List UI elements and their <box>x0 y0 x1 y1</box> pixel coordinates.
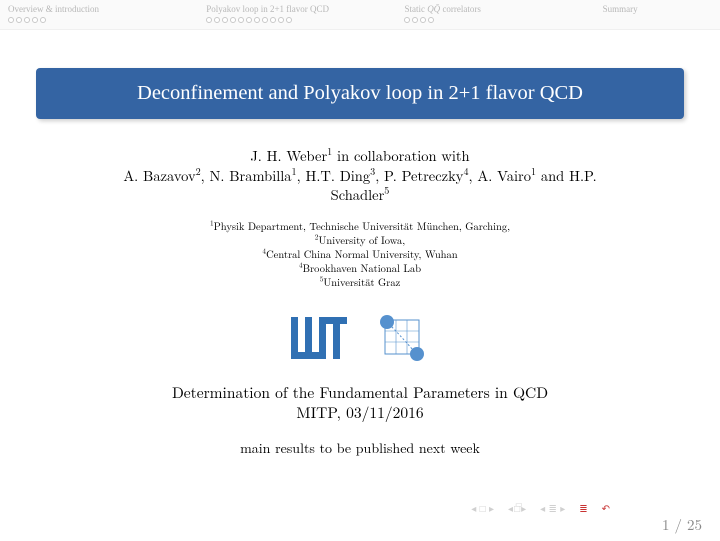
presentation-title: Deconfinement and Polyakov loop in 2+1 f… <box>36 68 684 119</box>
authors-block: J. H. Weber1 in collaboration with A. Ba… <box>0 147 720 206</box>
nav-dot[interactable] <box>40 17 46 23</box>
nav-dot[interactable] <box>262 17 268 23</box>
author-line: A. Bazavov2, N. Brambilla1, H.T. Ding3, … <box>30 167 690 187</box>
nav-dot[interactable] <box>428 17 434 23</box>
page-counter: 1 / 25 <box>662 514 702 535</box>
page-sep: / <box>669 514 687 535</box>
nav-title: Summary <box>603 4 712 14</box>
nav-dot[interactable] <box>206 17 212 23</box>
publication-note: main results to be published next week <box>0 438 720 458</box>
affiliations-block: 1Physik Department, Technische Universit… <box>0 220 720 291</box>
tum-logo-icon <box>291 317 347 359</box>
page-total: 25 <box>687 514 702 535</box>
author-name: Schadler <box>331 185 385 205</box>
nav-dot[interactable] <box>420 17 426 23</box>
nav-slide-icon[interactable]: ◂ □ ▸ <box>471 501 494 515</box>
nav-dot[interactable] <box>16 17 22 23</box>
author-line: Schadler5 <box>30 186 690 206</box>
venue-date: MITP, 03/11/2016 <box>0 403 720 424</box>
nav-dot[interactable] <box>270 17 276 23</box>
author-line: J. H. Weber1 in collaboration with <box>30 147 690 167</box>
nav-dot[interactable] <box>404 17 410 23</box>
nav-dot[interactable] <box>278 17 284 23</box>
nav-section-icon[interactable]: ≣ <box>579 501 587 515</box>
author-name: , N. Brambilla <box>201 166 292 186</box>
nav-dot[interactable] <box>8 17 14 23</box>
nav-dot[interactable] <box>246 17 252 23</box>
nav-dot[interactable] <box>412 17 418 23</box>
affil-line: 2University of Iowa, <box>0 234 720 248</box>
nav-back-icon[interactable]: ↶ <box>602 501 610 515</box>
affil-text: Central China Normal University, Wuhan <box>266 247 458 262</box>
affil-text: Universität Graz <box>323 275 400 290</box>
nav-title: Polyakov loop in 2+1 flavor QCD <box>206 4 388 14</box>
nav-section-overview[interactable]: Overview & introduction <box>0 0 198 29</box>
nav-dot[interactable] <box>222 17 228 23</box>
nav-dot[interactable] <box>254 17 260 23</box>
venue-title: Determination of the Fundamental Paramet… <box>0 383 720 404</box>
nav-progress-dots <box>206 17 388 23</box>
nav-section-correlators[interactable]: Static QQ̄ correlators <box>396 0 594 29</box>
lattice-logo-icon <box>373 314 429 362</box>
nav-dot[interactable] <box>214 17 220 23</box>
nav-dot[interactable] <box>24 17 30 23</box>
nav-dot[interactable] <box>238 17 244 23</box>
title-box-wrap: Deconfinement and Polyakov loop in 2+1 f… <box>36 68 684 119</box>
nav-progress-dots <box>8 17 190 23</box>
section-navbar: Overview & introduction Polyakov loop in… <box>0 0 720 30</box>
nav-title: Static QQ̄ correlators <box>404 4 586 14</box>
affil-line: 5Universität Graz <box>0 276 720 290</box>
nav-dot[interactable] <box>286 17 292 23</box>
author-name: J. H. Weber <box>250 146 327 166</box>
nav-dot[interactable] <box>32 17 38 23</box>
nav-subsection-icon[interactable]: ◂ ≣ ▸ <box>540 501 565 515</box>
affil-text: University of Iowa, <box>318 233 405 248</box>
author-text: and H.P. <box>536 166 597 186</box>
logos-row <box>0 311 720 365</box>
nav-title: Overview & introduction <box>8 4 190 14</box>
author-name: A. Bazavov <box>123 166 195 186</box>
nav-frame-icon[interactable]: ◂ □▭ ▸ <box>508 501 526 515</box>
affil-line: 1Physik Department, Technische Universit… <box>0 220 720 234</box>
venue-block: Determination of the Fundamental Paramet… <box>0 383 720 425</box>
beamer-nav-icons: ◂ □ ▸ ◂ □▭ ▸ ◂ ≣ ▸ ≣ ↶ <box>471 501 610 515</box>
nav-section-summary[interactable]: Summary <box>595 0 720 29</box>
nav-progress-dots <box>404 17 586 23</box>
affil-text: Physik Department, Technische Universitä… <box>214 219 510 234</box>
author-text: in collaboration with <box>332 146 469 166</box>
author-name: , H.T. Ding <box>297 166 371 186</box>
nav-section-polyakov[interactable]: Polyakov loop in 2+1 flavor QCD <box>198 0 396 29</box>
author-name: , A. Vairo <box>469 166 531 186</box>
nav-dot[interactable] <box>230 17 236 23</box>
